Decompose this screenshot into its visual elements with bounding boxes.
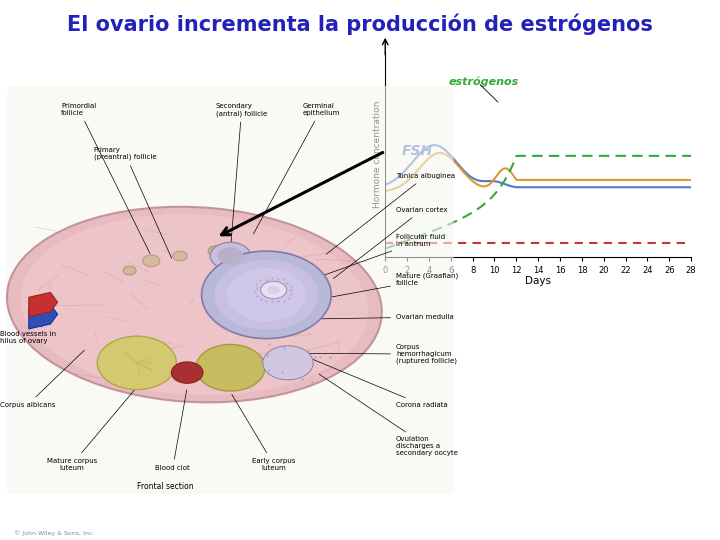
Text: Follicular fluid
in antrum: Follicular fluid in antrum (312, 234, 445, 279)
Circle shape (261, 281, 287, 299)
Text: Ovulation
discharges a
secondary oocyte: Ovulation discharges a secondary oocyte (319, 374, 458, 456)
Circle shape (196, 345, 265, 391)
Text: Corona radiata: Corona radiata (312, 359, 448, 408)
Polygon shape (29, 293, 58, 316)
Text: Tunica albuginea: Tunica albuginea (326, 173, 455, 254)
Circle shape (123, 266, 136, 275)
Circle shape (208, 246, 224, 256)
Text: Frontal section: Frontal section (138, 482, 194, 491)
Text: © John Wiley & Sons, Inc.: © John Wiley & Sons, Inc. (14, 530, 95, 536)
Circle shape (97, 336, 176, 390)
Text: Primary
(preantral) follicle: Primary (preantral) follicle (94, 147, 171, 258)
Circle shape (267, 286, 280, 294)
Text: Blood clot: Blood clot (156, 390, 190, 471)
Circle shape (227, 268, 306, 321)
Text: estrógenos: estrógenos (449, 76, 519, 86)
Ellipse shape (21, 214, 368, 395)
Circle shape (217, 247, 243, 265)
Circle shape (215, 260, 318, 330)
Text: FSH: FSH (402, 144, 433, 158)
Text: Corpus albicans: Corpus albicans (0, 350, 84, 408)
FancyBboxPatch shape (7, 86, 454, 494)
Text: Blood vessels in
hilus of ovary: Blood vessels in hilus of ovary (0, 321, 56, 345)
Text: Ovarian cortex: Ovarian cortex (333, 207, 448, 279)
Text: Early corpus
luteum: Early corpus luteum (232, 394, 295, 471)
Circle shape (210, 242, 251, 269)
Circle shape (173, 251, 187, 261)
X-axis label: Days: Days (525, 276, 552, 286)
Text: Primordial
follicle: Primordial follicle (61, 103, 150, 253)
Circle shape (263, 346, 313, 380)
Text: Mature corpus
luteum: Mature corpus luteum (47, 389, 135, 471)
Circle shape (143, 255, 160, 267)
Text: Corpus
hemorrhagicum
(ruptured follicle): Corpus hemorrhagicum (ruptured follicle) (284, 344, 457, 365)
Ellipse shape (7, 207, 382, 402)
Text: Ovarian medulla: Ovarian medulla (305, 314, 454, 320)
Text: Mature (Graafian)
follicle: Mature (Graafian) follicle (320, 273, 458, 299)
Circle shape (202, 251, 331, 339)
Polygon shape (29, 305, 58, 329)
Text: El ovario incrementa la producción de estrógenos: El ovario incrementa la producción de es… (67, 14, 653, 35)
Y-axis label: Hormone concentration: Hormone concentration (374, 100, 382, 207)
Text: Secondary
(antral) follicle: Secondary (antral) follicle (216, 103, 267, 248)
Text: Germinal
epithelium: Germinal epithelium (253, 103, 340, 234)
Circle shape (171, 362, 203, 383)
